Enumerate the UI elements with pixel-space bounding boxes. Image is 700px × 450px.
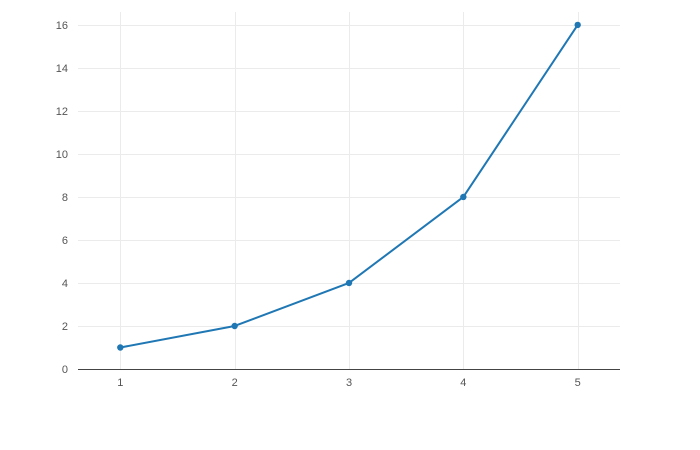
data-point-marker[interactable] bbox=[574, 21, 581, 29]
y-tick-label: 0 bbox=[62, 364, 68, 376]
x-tick-label: 2 bbox=[232, 377, 238, 389]
data-point-marker[interactable] bbox=[231, 322, 238, 330]
y-tick-label: 16 bbox=[56, 20, 68, 32]
y-tick-label: 8 bbox=[62, 192, 68, 204]
y-tick-label: 6 bbox=[62, 235, 68, 247]
y-tick-label: 12 bbox=[56, 106, 68, 118]
data-point-marker[interactable] bbox=[460, 193, 467, 201]
x-axis-tick-labels: 1 2 3 4 5 bbox=[117, 377, 581, 389]
y-tick-label: 2 bbox=[62, 321, 68, 333]
x-tick-label: 3 bbox=[346, 377, 352, 389]
y-tick-label: 10 bbox=[56, 149, 68, 161]
vertical-gridlines bbox=[120, 12, 579, 369]
y-axis-tick-labels: 0 2 4 6 8 10 12 14 16 bbox=[56, 20, 68, 376]
data-series-markers[interactable] bbox=[117, 21, 581, 351]
y-tick-label: 4 bbox=[62, 278, 68, 290]
data-point-marker[interactable] bbox=[345, 279, 353, 287]
x-tick-label: 5 bbox=[575, 377, 581, 389]
x-tick-label: 4 bbox=[460, 377, 466, 389]
y-tick-label: 14 bbox=[56, 63, 68, 75]
data-point-marker[interactable] bbox=[117, 344, 124, 351]
x-tick-label: 1 bbox=[117, 377, 123, 389]
